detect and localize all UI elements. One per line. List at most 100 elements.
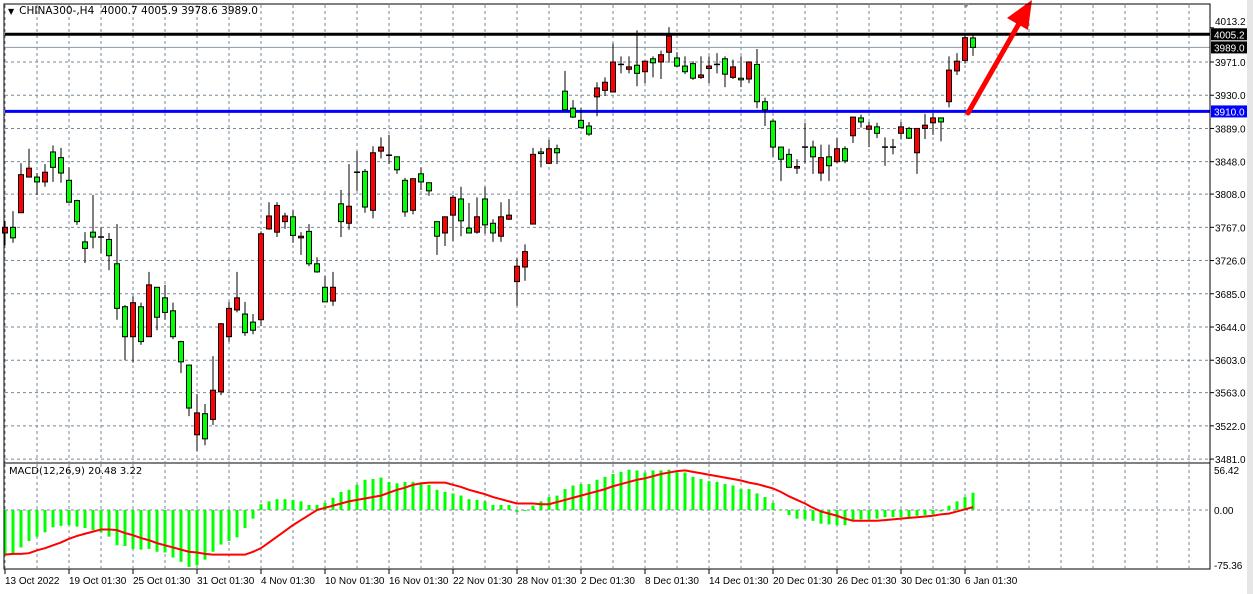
- candle: [618, 56, 624, 74]
- candle: [250, 314, 256, 335]
- candle: [218, 322, 224, 396]
- candle: [738, 56, 744, 88]
- candle: [706, 56, 712, 84]
- candle-body-bull: [282, 215, 288, 223]
- candle: [514, 258, 520, 306]
- candle-body-bear: [906, 127, 912, 139]
- macd-histogram-bar: [51, 510, 55, 528]
- candle-body-bull: [706, 65, 712, 69]
- macd-histogram-bar: [147, 510, 151, 549]
- macd-histogram-bar: [971, 492, 975, 510]
- macd-histogram-bar: [467, 499, 471, 510]
- candle: [642, 60, 648, 84]
- candle: [522, 244, 528, 281]
- macd-histogram-bar: [963, 497, 967, 510]
- candle-body-bear: [290, 216, 296, 236]
- macd-histogram-bar: [443, 492, 447, 510]
- candle: [634, 30, 640, 87]
- candle: [602, 77, 608, 97]
- arrow-shaft[interactable]: [965, 17, 1024, 116]
- macd-histogram-bar: [219, 510, 223, 545]
- macd-histogram-bar: [35, 510, 39, 537]
- macd-histogram-bar: [475, 499, 479, 510]
- candle-body-bull: [474, 216, 480, 233]
- macd-histogram-bar: [131, 510, 135, 549]
- trend-arrow[interactable]: [965, 0, 1032, 116]
- price-tick-label: 3767.0: [1215, 223, 1246, 234]
- candle: [674, 52, 680, 67]
- current-price-label: 3989.0: [1214, 43, 1245, 54]
- horizontal-levels[interactable]: 3989.0 4005.2 3910.0: [5, 28, 1247, 118]
- candle: [346, 164, 352, 230]
- candle-body-bull: [442, 216, 448, 234]
- macd-histogram-bar: [339, 492, 343, 510]
- candle: [322, 275, 328, 303]
- time-tick-label: 10 Nov 01:30: [325, 576, 385, 587]
- candle-body-bear: [634, 64, 640, 74]
- candle: [666, 27, 672, 63]
- candle: [698, 56, 704, 80]
- candle: [762, 97, 768, 127]
- candle-body-bear: [778, 146, 784, 160]
- candle: [362, 168, 368, 213]
- candle: [402, 177, 408, 217]
- candle-body-bull: [866, 125, 872, 130]
- time-tick-label: 25 Oct 01:30: [133, 576, 191, 587]
- candle: [306, 224, 312, 267]
- macd-histogram-bar: [947, 505, 951, 510]
- candle-body-bear: [738, 77, 744, 81]
- chart-shift-marker-icon[interactable]: [962, 3, 970, 8]
- macd-histogram-bar: [955, 501, 959, 510]
- time-tick-label: 4 Nov 01:30: [261, 576, 315, 587]
- candle: [242, 301, 248, 336]
- macd-histogram-bar: [923, 510, 927, 516]
- candle-body-bull: [698, 74, 704, 78]
- price-tick-label: 3808.0: [1215, 190, 1246, 201]
- candle-body-bull: [610, 61, 616, 93]
- macd-histogram-bar: [243, 510, 247, 528]
- macd-histogram-bar: [819, 510, 823, 524]
- candle: [18, 163, 24, 214]
- candle: [162, 284, 168, 320]
- time-tick-label: 22 Nov 01:30: [453, 576, 513, 587]
- candle: [810, 140, 816, 174]
- candle: [818, 144, 824, 182]
- candle: [954, 53, 960, 75]
- candle-body-bull: [602, 81, 608, 91]
- time-tick-label: 2 Dec 01:30: [581, 576, 635, 587]
- arrow-head-icon[interactable]: [1007, 0, 1032, 30]
- candle-body-bull: [794, 166, 800, 169]
- candle-body-bull: [226, 307, 232, 338]
- candle: [506, 198, 512, 221]
- triangle-down-icon[interactable]: ▼: [8, 7, 15, 16]
- macd-histogram-bar: [67, 510, 71, 526]
- candle-body-bear: [458, 198, 464, 222]
- candle: [570, 100, 576, 118]
- candle-body-bear: [466, 227, 472, 234]
- macd-histogram-bar: [59, 510, 63, 526]
- candle-body-bear: [58, 157, 64, 174]
- macd-histogram-bar: [531, 505, 535, 510]
- candle: [370, 146, 376, 219]
- candle: [314, 257, 320, 273]
- candle: [594, 82, 600, 117]
- candle-body-bull: [930, 117, 936, 124]
- candle: [458, 186, 464, 237]
- grid: [4, 5, 1210, 568]
- candle-body-bear: [338, 203, 344, 223]
- macd-histogram-bar: [915, 510, 919, 516]
- macd-histogram-bar: [851, 510, 855, 521]
- candle: [410, 178, 416, 215]
- candle: [394, 156, 400, 174]
- candle-body-bear: [842, 148, 848, 162]
- candle-body-bull: [450, 196, 456, 216]
- macd-histogram-bar: [155, 510, 159, 552]
- macd-histogram-bar: [115, 510, 119, 546]
- candle-body-bull: [954, 60, 960, 72]
- candle: [650, 56, 656, 78]
- candle-body-bear: [586, 125, 592, 135]
- candle-body-bull: [298, 235, 304, 239]
- candle: [98, 227, 104, 254]
- candle-body-bull: [378, 146, 384, 152]
